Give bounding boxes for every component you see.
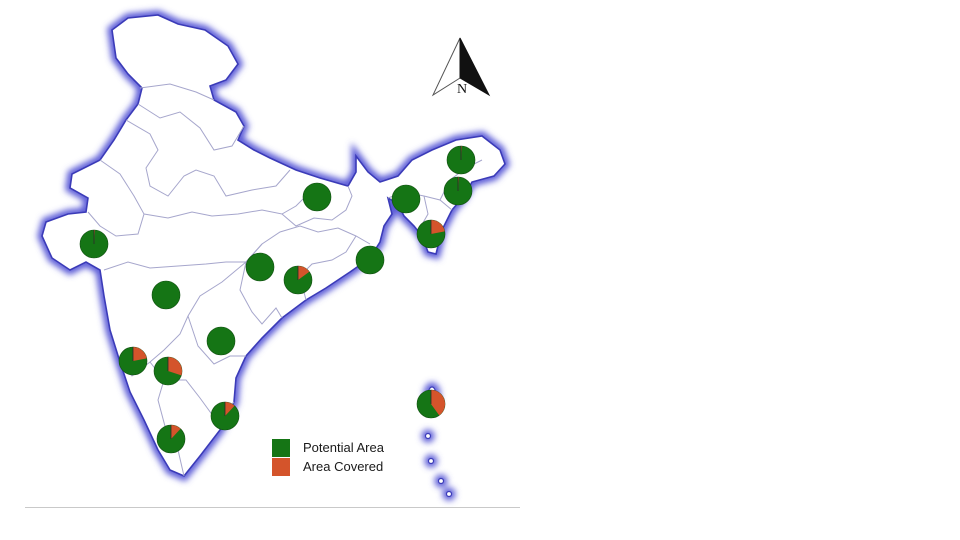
pie-marker [245, 252, 275, 282]
india-map [37, 10, 511, 501]
pie-marker [355, 245, 385, 275]
pie-covered-slice [168, 357, 182, 376]
pie-marker [153, 356, 183, 386]
pie-marker [391, 184, 421, 214]
legend-label-covered: Area Covered [303, 459, 384, 474]
legend-swatch-covered [272, 457, 290, 476]
bottom-divider [25, 507, 520, 508]
pie-potential-slice [151, 280, 181, 310]
pie-marker [416, 219, 446, 249]
pie-potential-slice [391, 184, 421, 214]
pie-marker [151, 280, 181, 310]
pie-covered-slice [431, 390, 446, 416]
pie-covered-slice [225, 402, 235, 416]
pie-marker [118, 346, 148, 376]
pie-covered-slice [298, 266, 310, 280]
pie-marker [416, 389, 446, 419]
legend-item-potential: Potential Area [272, 438, 384, 457]
pie-marker [446, 145, 476, 175]
pie-markers [79, 145, 476, 454]
pie-marker [79, 229, 109, 259]
pie-covered-slice [133, 347, 147, 361]
pie-marker [283, 265, 313, 295]
legend-label-potential: Potential Area [303, 440, 384, 455]
legend-swatch-potential [272, 438, 290, 457]
pie-covered-slice [431, 220, 445, 234]
pie-covered-slice [171, 425, 181, 439]
legend-item-covered: Area Covered [272, 457, 384, 476]
north-arrow-icon: N [431, 37, 491, 97]
compass-label: N [457, 82, 467, 97]
pie-potential-slice [355, 245, 385, 275]
legend: Potential Area Area Covered [272, 438, 384, 476]
pie-potential-slice [206, 326, 236, 356]
pie-marker [210, 401, 240, 431]
pie-marker [206, 326, 236, 356]
mainland-outline [41, 14, 506, 477]
pie-potential-slice [245, 252, 275, 282]
pie-marker [156, 424, 186, 454]
pie-marker [302, 182, 332, 212]
pie-marker [443, 176, 473, 206]
pie-potential-slice [302, 182, 332, 212]
